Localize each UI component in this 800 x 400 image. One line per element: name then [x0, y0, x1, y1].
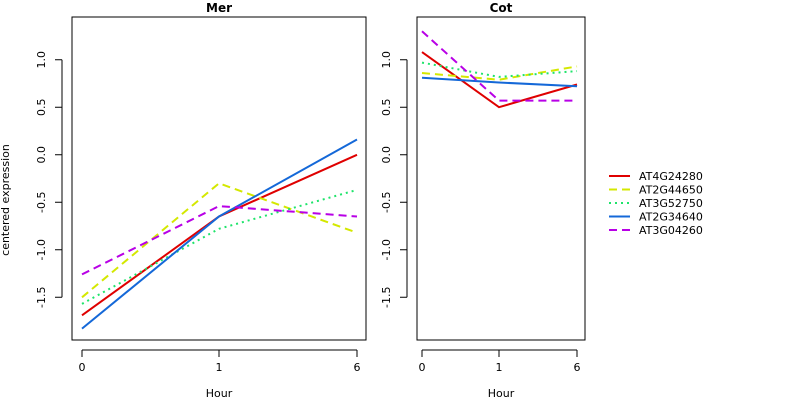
- panel-mer: Mer 1.0 0.5 0.0 -0.5 -1.0 -1.5 0 1 6 Hour: [35, 1, 367, 400]
- legend-label-at2g34640: AT2G34640: [639, 211, 703, 224]
- mer-y-tick-label: -1.5: [35, 287, 48, 308]
- mer-y-tick-label: 0.5: [35, 99, 48, 117]
- mer-series-line-at4g24280: [81, 153, 358, 317]
- cot-x-axis-label: Hour: [488, 387, 515, 400]
- panel-cot: Cot 1.0 0.5 0.0 -0.5 -1.0 -1.5 0 1 6 Hour: [380, 1, 586, 400]
- cot-y-tick-label: -1.5: [380, 287, 393, 308]
- legend-label-at2g44650: AT2G44650: [639, 184, 703, 197]
- cot-series-line-at3g52750: [421, 61, 578, 78]
- cot-y-tick-label: 0.5: [380, 99, 393, 117]
- cot-plot-frame: [416, 16, 586, 341]
- cot-y-tick-label: -0.5: [380, 192, 393, 213]
- mer-series-line-at2g34640: [81, 138, 358, 330]
- mer-series-line-at3g52750: [81, 188, 358, 305]
- mer-x-tick-label: 0: [79, 361, 86, 374]
- mer-x-tick-label: 6: [354, 361, 361, 374]
- mer-y-tick-label: 1.0: [35, 51, 48, 69]
- cot-x-tick-label: 1: [496, 361, 503, 374]
- legend-label-at3g52750: AT3G52750: [639, 197, 703, 210]
- mer-y-tick-label: -1.0: [35, 239, 48, 260]
- cot-y-tick-label: -1.0: [380, 239, 393, 260]
- legend-label-at4g24280: AT4G24280: [639, 170, 703, 183]
- y-axis-label: centered expression: [0, 144, 12, 256]
- mer-series-line-at2g44650: [81, 182, 358, 299]
- cot-x-tick-label: 6: [574, 361, 581, 374]
- cot-y-tick-label: 1.0: [380, 51, 393, 69]
- cot-series-line-at2g44650: [421, 65, 578, 81]
- legend-label-at3g04260: AT3G04260: [639, 224, 703, 237]
- mer-plot-frame: [71, 16, 367, 341]
- mer-y-tick-label: -0.5: [35, 192, 48, 213]
- cot-series-line-at4g24280: [421, 51, 578, 109]
- cot-series-line-at2g34640: [421, 76, 578, 88]
- mer-x-axis-label: Hour: [206, 387, 233, 400]
- mer-panel-title: Mer: [206, 1, 232, 15]
- legend: AT4G24280AT2G44650AT3G52750AT2G34640AT3G…: [609, 170, 703, 237]
- cot-series-line-at3g04260: [421, 30, 577, 102]
- cot-panel-title: Cot: [490, 1, 513, 15]
- cot-y-tick-label: 0.0: [380, 146, 393, 164]
- cot-x-tick-label: 0: [419, 361, 426, 374]
- mer-x-tick-label: 1: [216, 361, 223, 374]
- mer-y-tick-label: 0.0: [35, 146, 48, 164]
